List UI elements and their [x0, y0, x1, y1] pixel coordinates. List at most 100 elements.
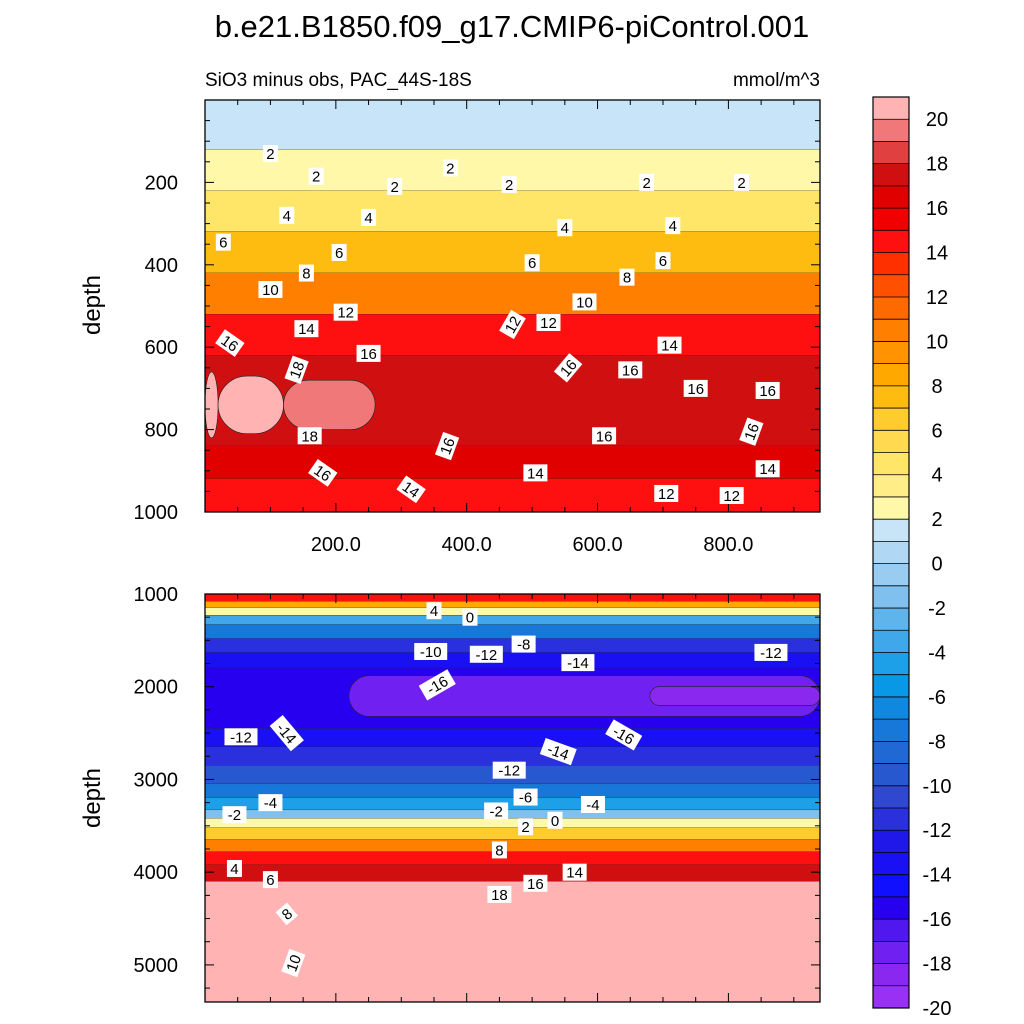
contour-label-box — [618, 361, 643, 379]
colorbar-label: 18 — [926, 154, 948, 176]
contour-core — [283, 379, 376, 430]
chart-subtitle: SiO3 minus obs, PAC_44S-18S — [205, 70, 472, 91]
contour-label: 4 — [557, 219, 573, 237]
contour-label-box — [215, 233, 231, 251]
colorbar-label: -4 — [928, 642, 946, 664]
contour-label: 16 — [755, 381, 780, 400]
colorbar-swatch — [873, 808, 909, 831]
contour-label: -12 — [754, 643, 788, 662]
contour-label: 6 — [331, 243, 347, 262]
colorbar-swatch — [873, 919, 909, 942]
contour-label: 18 — [297, 427, 322, 445]
contour-label-box — [275, 902, 298, 926]
colorbar-swatch — [873, 97, 909, 120]
contour-label-box — [262, 871, 278, 889]
contour-label: -2 — [222, 806, 247, 824]
contour-label: 16 — [215, 329, 245, 357]
colorbar-swatch — [873, 630, 909, 653]
contour-label-box — [553, 353, 583, 383]
contour-label-box — [414, 642, 448, 660]
contour-label: 16 — [356, 344, 381, 363]
y-tick-label: 5000 — [134, 955, 179, 977]
contour-label-text: 12 — [540, 315, 557, 332]
contour-label: 16 — [618, 361, 643, 379]
contour-label-text: 2 — [312, 169, 320, 186]
bottom-ylabel: depth — [79, 768, 106, 828]
contour-label-box — [269, 714, 304, 752]
colorbar-label: 4 — [931, 465, 942, 487]
contour-label-box — [523, 464, 548, 482]
contour-label-box — [492, 761, 526, 779]
colorbar-label: 20 — [926, 109, 948, 131]
contour-label-box — [539, 738, 577, 766]
contour-label: 6 — [655, 252, 671, 270]
colorbar-swatch — [873, 519, 909, 542]
colorbar: 20181614121086420-2-4-6-8-10-12-14-16-18… — [872, 96, 952, 1020]
contour-core — [205, 371, 219, 439]
contour-label: 10 — [281, 948, 306, 978]
contour-label-text: 16 — [310, 462, 333, 485]
contour-label-text: 10 — [576, 294, 593, 311]
contour-label-box — [226, 859, 242, 877]
contour-label-text: 4 — [283, 208, 291, 225]
y-tick-label: 1000 — [134, 584, 179, 606]
contour-band — [205, 446, 820, 480]
contour-label-box — [222, 806, 247, 824]
contour-label-text: -4 — [586, 797, 599, 814]
contour-label-text: 16 — [759, 383, 776, 400]
contour-label-text: 2 — [391, 179, 399, 196]
contour-label: 6 — [215, 233, 231, 252]
contour-label-text: 4 — [561, 220, 569, 237]
contour-label: 18 — [284, 355, 309, 385]
contour-label-box — [547, 811, 563, 829]
contour-label-box — [619, 268, 635, 286]
contour-label-box — [754, 643, 788, 661]
contour-label-box — [561, 654, 595, 672]
contour-label-text: 18 — [301, 428, 318, 445]
contour-label: 14 — [294, 320, 319, 338]
contour-label-text: -12 — [475, 647, 497, 664]
contour-label-box — [308, 459, 338, 487]
colorbar-swatch — [873, 452, 909, 476]
contour-label-box — [499, 309, 526, 340]
colorbar-label: 12 — [926, 287, 948, 309]
contour-band — [205, 881, 820, 1002]
plot-frame — [204, 593, 821, 1003]
colorbar-swatch — [873, 830, 909, 853]
colorbar-swatch — [873, 874, 909, 898]
contour-label: 14 — [562, 863, 587, 882]
contour-label: 4 — [665, 217, 681, 235]
colorbar-swatch — [873, 474, 909, 498]
contour-label-text: -14 — [567, 655, 589, 672]
colorbar-label: -6 — [928, 687, 946, 709]
contour-label: 16 — [592, 427, 617, 445]
contour-label-box — [215, 329, 245, 357]
contour-label-text: -4 — [264, 795, 277, 812]
colorbar-swatch — [873, 119, 909, 142]
contour-label: 14 — [755, 460, 780, 478]
y-tick-label: 200 — [145, 172, 178, 194]
contour-band — [205, 839, 820, 852]
colorbar-swatch — [873, 763, 909, 787]
contour-label: 16 — [683, 379, 708, 398]
contour-label: 18 — [487, 885, 512, 904]
contour-label: 10 — [258, 281, 283, 299]
contour-label-box — [356, 344, 381, 362]
top-panel: 200.0 400.0 600.0 800.0 200 400 600 800 1000 2 2 2 2… — [134, 99, 821, 556]
contour-label: -14 — [561, 654, 595, 672]
colorbar-label: 10 — [926, 331, 948, 353]
contour-label-box — [434, 431, 460, 461]
x-tick-label: 800.0 — [703, 534, 753, 556]
colorbar-swatch — [873, 185, 909, 209]
top-ylabel: depth — [79, 275, 106, 335]
contour-label-box — [511, 635, 536, 653]
colorbar-label: 2 — [931, 509, 942, 531]
x-tick-label: 600.0 — [573, 534, 623, 556]
contour-label-text: 2 — [266, 146, 274, 163]
contour-label-text: 16 — [687, 381, 704, 398]
contour-label-text: 0 — [551, 813, 559, 830]
contour-label: -4 — [580, 795, 605, 814]
contour-label-box — [562, 863, 587, 881]
colorbar-label: -18 — [923, 954, 952, 976]
contour-label-box — [284, 355, 309, 385]
